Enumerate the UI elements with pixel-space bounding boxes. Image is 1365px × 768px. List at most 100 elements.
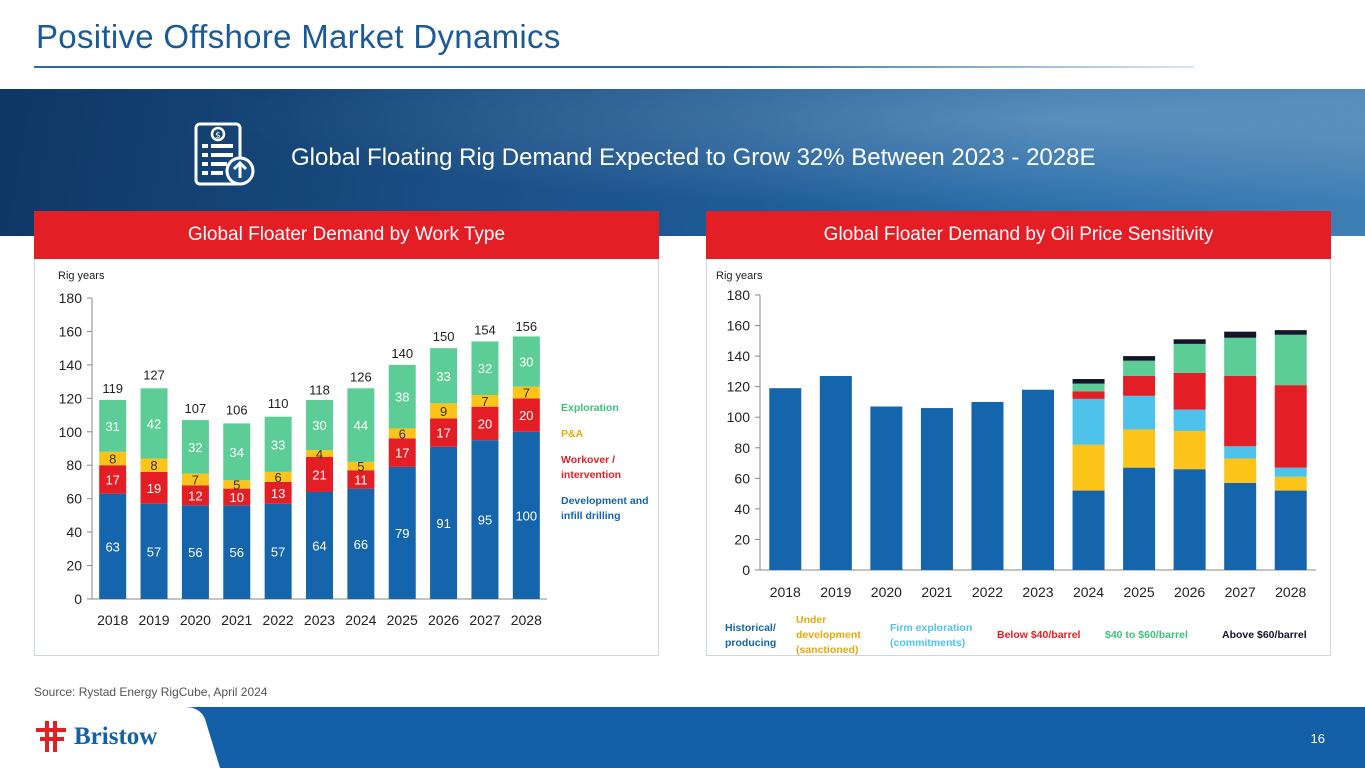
- y-tick-label: 60: [66, 491, 82, 507]
- bar-segment: [769, 388, 802, 570]
- total-label: 140: [391, 346, 413, 361]
- legend-label: Under: [796, 614, 826, 626]
- bar-segment: [1274, 385, 1307, 468]
- y-tick-label: 180: [727, 287, 751, 303]
- legend-label: (commitments): [890, 637, 965, 649]
- bar-segment: [430, 403, 458, 419]
- data-label: 38: [395, 390, 409, 405]
- bar-segment: [1123, 429, 1156, 468]
- bar-segment: [347, 488, 375, 599]
- bar-segment: [347, 470, 375, 489]
- total-label: 119: [102, 381, 123, 396]
- bar-segment: [1224, 375, 1257, 447]
- data-label: 20: [478, 416, 492, 431]
- y-tick-label: 160: [59, 323, 83, 339]
- data-label: 64: [312, 538, 326, 553]
- y-tick-label: 100: [727, 409, 751, 425]
- bar-segment: [1123, 356, 1156, 361]
- total-label: 126: [350, 369, 372, 384]
- bar-segment: [1274, 476, 1307, 491]
- bar-segment: [99, 451, 127, 466]
- bar-segment: [306, 400, 333, 451]
- bar-segment: [306, 450, 333, 457]
- x-tick-label: 2020: [180, 612, 211, 628]
- x-tick-label: 2027: [1225, 584, 1256, 600]
- data-label: 100: [515, 508, 537, 523]
- data-label: 95: [478, 513, 492, 528]
- bar-segment: [140, 458, 168, 472]
- data-label: 31: [105, 419, 119, 434]
- legend-label: $40 to $60/barrel: [1105, 629, 1188, 641]
- data-label: 12: [188, 488, 202, 503]
- legend-label: Development and: [561, 495, 649, 507]
- y-axis-label: Rig years: [58, 270, 105, 282]
- bristow-logo: Bristow: [36, 718, 157, 756]
- title-divider: [34, 66, 1194, 68]
- bar-segment: [140, 388, 168, 459]
- total-label: 127: [143, 368, 165, 383]
- data-label: 11: [354, 472, 368, 487]
- data-label: 13: [271, 486, 285, 501]
- y-tick-label: 120: [59, 390, 83, 406]
- data-label: 79: [395, 526, 409, 541]
- data-label: 17: [395, 446, 409, 461]
- banner-headline: Global Floating Rig Demand Expected to G…: [291, 144, 1096, 171]
- legend-label: intervention: [561, 469, 621, 481]
- bar-segment: [512, 336, 540, 387]
- y-tick-label: 160: [727, 318, 751, 334]
- data-label: 56: [230, 545, 244, 560]
- bar-segment: [223, 505, 251, 599]
- bar-segment: [512, 386, 540, 399]
- data-label: 8: [150, 458, 157, 473]
- bar-segment: [1274, 334, 1307, 386]
- data-label: 32: [478, 361, 492, 376]
- x-tick-label: 2022: [263, 612, 294, 628]
- x-tick-label: 2018: [770, 584, 801, 600]
- y-tick-label: 0: [742, 562, 750, 578]
- bar-segment: [99, 400, 127, 452]
- page-title: Positive Offshore Market Dynamics: [36, 18, 561, 55]
- x-tick-label: 2026: [428, 612, 459, 628]
- bar-segment: [223, 488, 251, 506]
- legend-label: producing: [725, 637, 776, 649]
- y-tick-label: 180: [59, 290, 83, 306]
- bar-segment: [512, 431, 540, 599]
- bar-segment: [1173, 409, 1206, 431]
- bar-segment: [1224, 331, 1257, 338]
- y-tick-label: 20: [734, 531, 750, 547]
- bar-segment: [1274, 330, 1307, 335]
- bar-segment: [1072, 391, 1105, 399]
- legend-label: (sanctioned): [796, 644, 858, 655]
- data-label: 4: [316, 447, 323, 462]
- data-label: 9: [440, 404, 447, 419]
- bar-segment: [1022, 389, 1054, 570]
- x-tick-label: 2023: [1022, 584, 1053, 600]
- data-label: 66: [354, 537, 368, 552]
- data-label: 7: [523, 385, 530, 400]
- x-tick-label: 2025: [387, 612, 418, 628]
- y-tick-label: 80: [734, 440, 750, 456]
- data-label: 30: [519, 355, 533, 370]
- bar-segment: [1072, 444, 1105, 491]
- data-label: 42: [147, 416, 161, 431]
- legend-label: Workover /: [561, 454, 615, 466]
- y-tick-label: 0: [74, 591, 82, 607]
- bar-segment: [1224, 482, 1257, 570]
- y-tick-label: 100: [59, 424, 83, 440]
- legend-label: infill drilling: [561, 510, 621, 522]
- x-tick-label: 2019: [138, 612, 169, 628]
- x-tick-label: 2024: [1073, 584, 1104, 600]
- bar-segment: [181, 420, 209, 474]
- data-label: 5: [233, 477, 240, 492]
- work-type-chart: Rig years 0 20 40 60 80 100 120 140 160 180 63 17 8 31…: [58, 270, 649, 628]
- bar-segment: [1274, 490, 1307, 570]
- bar-segment: [1173, 339, 1206, 344]
- data-label: 7: [481, 394, 488, 409]
- bar-segment: [264, 503, 292, 599]
- total-label: 156: [515, 319, 537, 334]
- bar-segment: [1072, 490, 1105, 570]
- data-label: 33: [271, 437, 285, 452]
- bar-segment: [388, 364, 416, 429]
- bar-segment: [264, 416, 292, 472]
- banner: $ Global Floating Rig Demand Expected to…: [0, 89, 1365, 236]
